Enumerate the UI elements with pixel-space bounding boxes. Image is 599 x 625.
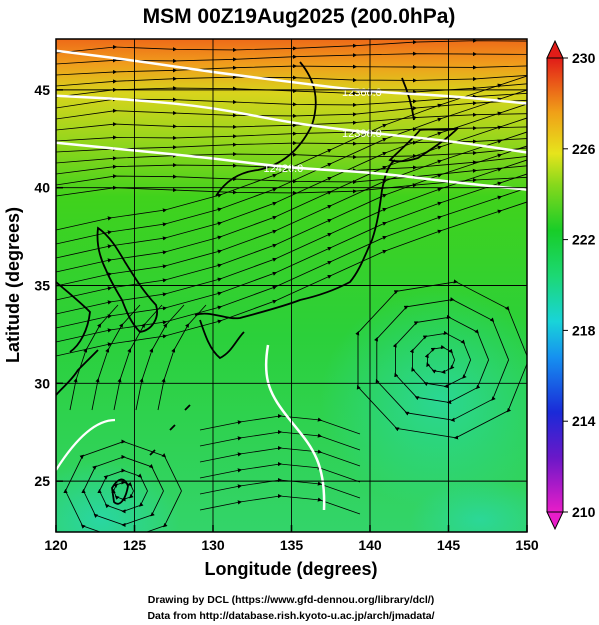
colorbar-tick-label: 230 (572, 50, 596, 66)
credit-drawing: Drawing by DCL (https://www.gfd-dennou.o… (148, 594, 434, 606)
colorbar: 230 226 222 218 214 210 (546, 39, 596, 531)
colorbar-tick-label: 218 (572, 322, 596, 338)
streamline (56, 63, 527, 76)
coastline (56, 281, 91, 353)
x-tick-label: 145 (437, 537, 461, 553)
credit-data: Data from http://database.rish.kyoto-u.a… (147, 610, 434, 622)
colorbar-lower-triangle (546, 511, 564, 531)
colorbar-scale (546, 57, 564, 513)
y-tick-label: 25 (34, 473, 50, 489)
y-axis-ticks: 25 30 35 40 45 (34, 82, 63, 489)
streamline (199, 445, 361, 467)
streamline (199, 461, 361, 483)
streamline (199, 429, 361, 451)
streamline (113, 304, 163, 411)
x-tick-label: 120 (44, 537, 68, 553)
colorbar-tick-label: 226 (572, 141, 596, 157)
height-contour-south (264, 344, 326, 511)
y-tick-label: 30 (34, 375, 50, 391)
height-contour (56, 94, 527, 154)
coastline (199, 319, 245, 360)
y-tick-label: 35 (34, 278, 50, 294)
height-contour-southwest (56, 418, 116, 471)
grid-lines (56, 39, 527, 532)
streamline (199, 493, 361, 515)
colorbar-tick-label: 222 (572, 232, 596, 248)
contour-label: 12360.0 (342, 87, 382, 99)
streamline (69, 304, 119, 411)
coastline (96, 226, 158, 333)
contour-label: 12390.0 (342, 128, 382, 140)
height-contour (56, 141, 527, 191)
streamline (355, 279, 527, 440)
y-tick-label: 45 (34, 82, 50, 98)
anticyclone-shading (320, 290, 527, 510)
streamline (56, 74, 527, 87)
x-tick-label: 130 (201, 537, 225, 553)
x-axis-ticks: 120 125 130 135 140 145 150 (44, 525, 539, 553)
plot-area: 12360.0 12390.0 12420.0 (56, 39, 527, 532)
coastline (194, 159, 396, 320)
colorbar-tick-label: 210 (572, 504, 596, 520)
colorbar-tick-label: 214 (572, 413, 596, 429)
colorbar-ticks: 230 226 222 218 214 210 (563, 50, 596, 520)
x-tick-label: 125 (123, 537, 147, 553)
streamline (56, 39, 527, 54)
y-axis-label: Latitude (degrees) (3, 207, 23, 363)
x-tick-label: 135 (280, 537, 304, 553)
streamline (199, 413, 361, 435)
streamline (63, 439, 182, 532)
contour-label: 12420.0 (264, 163, 304, 175)
streamline (157, 304, 207, 411)
x-tick-label: 140 (358, 537, 382, 553)
coastline (401, 77, 415, 121)
coastline (388, 127, 459, 163)
height-contour (56, 49, 527, 105)
x-axis-label: Longitude (degrees) (204, 559, 377, 579)
chart-title: MSM 00Z19Aug2025 (200.0hPa) (143, 5, 456, 28)
y-tick-label: 40 (34, 180, 50, 196)
streamline (199, 477, 361, 499)
colorbar-upper-triangle (546, 39, 564, 59)
streamline (91, 304, 141, 411)
coastline (149, 404, 191, 456)
x-tick-label: 150 (515, 537, 539, 553)
coastline (56, 349, 99, 396)
southeast-shading (410, 480, 527, 532)
streamline (135, 304, 185, 411)
